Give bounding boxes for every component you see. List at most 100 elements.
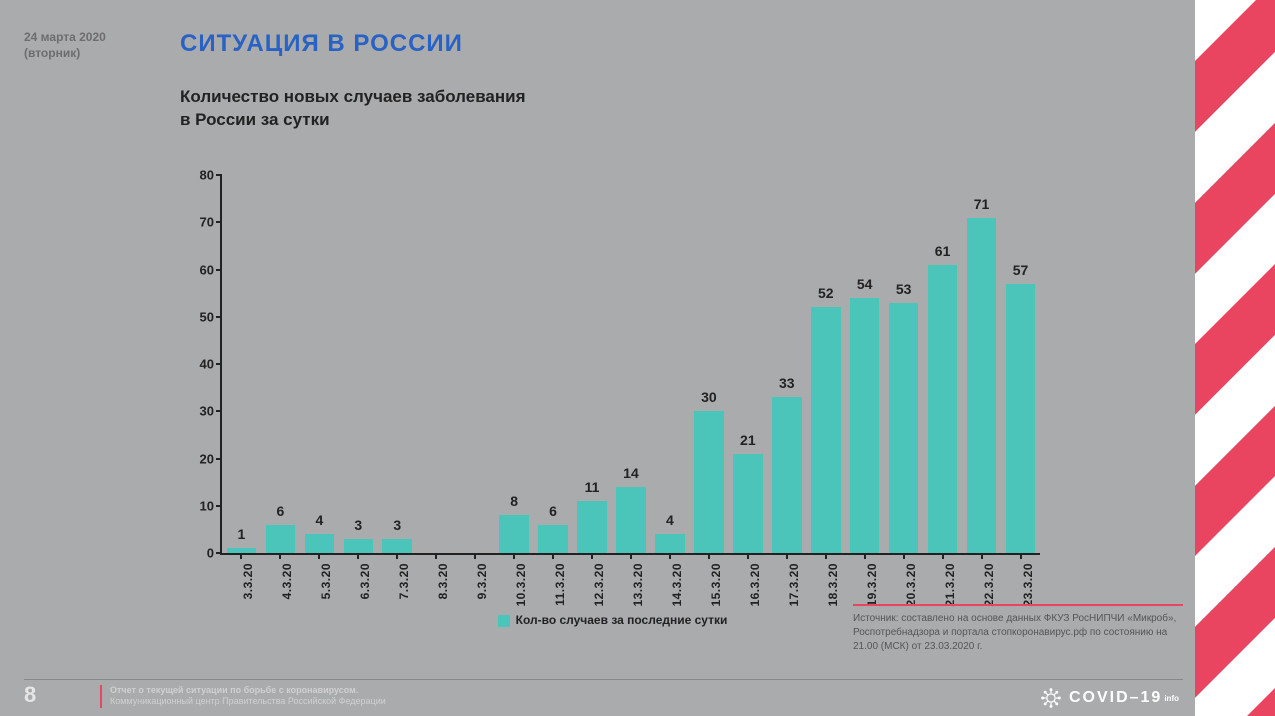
y-tick-mark [216,269,222,271]
virus-icon [1041,688,1061,708]
brand-text: COVID–19 [1069,689,1162,707]
bar-value-label: 57 [1013,262,1029,278]
y-tick-mark [216,505,222,507]
bar: 33 [772,397,802,553]
footer-line2: Коммуникационный центр Правительства Рос… [110,696,386,708]
bar: 61 [928,265,958,553]
legend-label: Кол-во случаев за последние сутки [516,613,728,627]
x-tick-label: 23.3.20 [1021,563,1035,607]
x-tick-mark [747,553,749,559]
x-tick-mark [825,553,827,559]
bar: 14 [616,487,646,553]
bar-value-label: 6 [549,503,557,519]
bar-value-label: 3 [354,517,362,533]
bar: 4 [305,534,335,553]
bar: 53 [889,303,919,553]
bar-slot: 414.3.20 [650,175,689,553]
y-tick-mark [216,174,222,176]
page-title: СИТУАЦИЯ В РОССИИ [180,30,463,58]
bar: 52 [811,307,841,553]
bar-slot: 5320.3.20 [884,175,923,553]
x-tick-label: 12.3.20 [592,563,606,607]
bar-slot: 3015.3.20 [689,175,728,553]
x-tick-mark [240,553,242,559]
x-tick-mark [357,553,359,559]
brand-sup: info [1164,694,1179,703]
bar: 57 [1006,284,1036,553]
x-tick-mark [981,553,983,559]
y-tick-label: 70 [184,215,214,230]
bar-slot: 45.3.20 [300,175,339,553]
bar-slot: 5218.3.20 [806,175,845,553]
bar-slot: 3317.3.20 [767,175,806,553]
x-tick-label: 16.3.20 [748,563,762,607]
brand-logo: COVID–19info [1041,688,1179,708]
bar: 6 [266,525,296,553]
y-tick-mark [216,552,222,554]
bar-value-label: 4 [666,512,674,528]
y-tick-label: 40 [184,357,214,372]
bar-value-label: 11 [585,479,600,495]
bar-slot: 6121.3.20 [923,175,962,553]
x-tick-label: 7.3.20 [397,563,411,599]
x-tick-label: 21.3.20 [943,563,957,607]
bar: 6 [538,525,568,553]
x-tick-mark [318,553,320,559]
chart-subtitle-line1: Количество новых случаев заболевания [180,86,526,109]
x-tick-label: 14.3.20 [670,563,684,607]
y-tick-label: 60 [184,262,214,277]
bar-value-label: 54 [857,276,873,292]
chart-subtitle-line2: в России за сутки [180,109,526,132]
x-tick-label: 11.3.20 [553,563,567,606]
x-tick-label: 17.3.20 [787,563,801,607]
bar-chart: 13.3.2064.3.2045.3.2036.3.2037.3.208.3.2… [180,165,1045,615]
x-tick-label: 3.3.20 [241,563,255,599]
bar-value-label: 61 [935,243,951,259]
bar: 71 [967,218,997,553]
x-tick-label: 4.3.20 [280,563,294,599]
x-tick-mark [786,553,788,559]
bar-slot: 64.3.20 [261,175,300,553]
bar-slot: 37.3.20 [378,175,417,553]
x-tick-mark [279,553,281,559]
y-tick-mark [216,316,222,318]
bar-value-label: 4 [315,512,323,528]
bar-slot: 1413.3.20 [612,175,651,553]
x-tick-mark [1020,553,1022,559]
bar-slot: 36.3.20 [339,175,378,553]
x-tick-label: 18.3.20 [826,563,840,607]
x-tick-label: 5.3.20 [319,563,333,599]
bar: 30 [694,411,724,553]
x-tick-mark [630,553,632,559]
chart-subtitle: Количество новых случаев заболевания в Р… [180,86,526,132]
bar-slot: 5723.3.20 [1001,175,1040,553]
footer-caption: Отчет о текущей ситуации по борьбе с кор… [100,685,386,708]
bar-slot: 5419.3.20 [845,175,884,553]
bar-value-label: 3 [393,517,401,533]
y-tick-label: 30 [184,404,214,419]
report-date: 24 марта 2020 (вторник) [24,30,106,61]
footer-divider [24,679,1183,680]
x-tick-mark [942,553,944,559]
bar-value-label: 52 [818,285,834,301]
x-tick-label: 9.3.20 [475,563,489,599]
bar-value-label: 71 [974,196,990,212]
bar-slot: 7122.3.20 [962,175,1001,553]
bar-value-label: 14 [623,465,639,481]
x-tick-mark [552,553,554,559]
x-tick-mark [708,553,710,559]
bar-slot: 2116.3.20 [728,175,767,553]
x-tick-mark [903,553,905,559]
bar: 8 [499,515,529,553]
footer-line1: Отчет о текущей ситуации по борьбе с кор… [110,685,386,697]
decor-stripes [1195,0,1275,716]
bar: 21 [733,454,763,553]
x-tick-label: 13.3.20 [631,563,645,607]
bars-container: 13.3.2064.3.2045.3.2036.3.2037.3.208.3.2… [222,175,1040,553]
y-tick-mark [216,221,222,223]
bar-value-label: 8 [510,493,518,509]
x-tick-label: 6.3.20 [358,563,372,599]
x-tick-label: 22.3.20 [982,563,996,607]
date-line2: (вторник) [24,46,106,62]
bar-slot: 1112.3.20 [573,175,612,553]
